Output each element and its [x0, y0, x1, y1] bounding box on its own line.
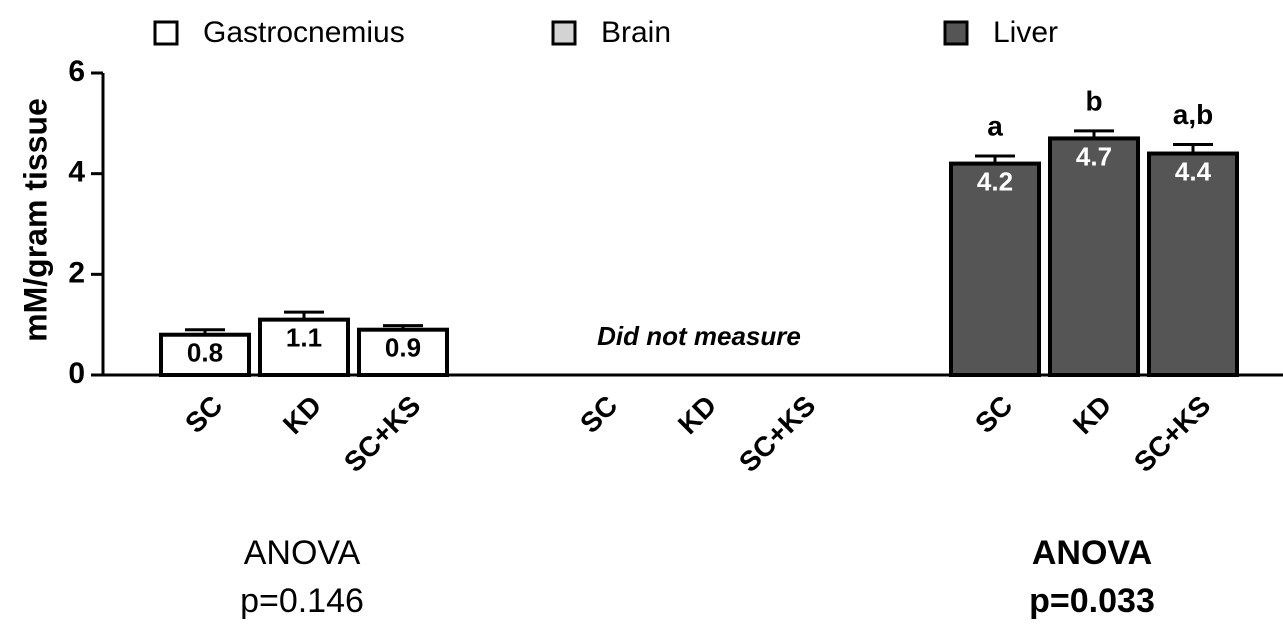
legend-swatch	[943, 20, 969, 46]
bar	[258, 317, 350, 377]
bar	[1048, 136, 1140, 377]
x-tick-label: KD	[1067, 390, 1118, 441]
anova-p: p=0.033	[1029, 582, 1155, 620]
bar	[357, 327, 449, 378]
legend-label: Gastrocnemius	[203, 16, 405, 49]
y-tick-label: 0	[68, 357, 85, 390]
x-tick-label: SC	[969, 390, 1018, 439]
y-axis-label: mM/gram tissue	[17, 98, 53, 342]
x-tick-label: SC+KS	[338, 390, 426, 478]
x-tick-label: SC+KS	[1128, 390, 1216, 478]
x-tick-label: SC	[179, 390, 228, 439]
value-label: 0.9	[385, 333, 421, 363]
significance-letter: a	[987, 110, 1003, 141]
legend-label: Liver	[993, 16, 1058, 49]
bar	[1147, 151, 1239, 377]
x-tick-label: SC	[574, 390, 623, 439]
value-label: 0.8	[187, 338, 223, 368]
value-label: 4.7	[1076, 141, 1112, 171]
x-tick-label: KD	[277, 390, 328, 441]
x-tick-label: SC+KS	[733, 390, 821, 478]
y-tick-label: 2	[68, 256, 85, 289]
value-label: 4.4	[1175, 156, 1212, 186]
y-tick-label: 6	[68, 55, 85, 88]
value-label: 4.2	[977, 166, 1013, 196]
significance-letter: a,b	[1173, 99, 1213, 130]
significance-letter: b	[1085, 85, 1102, 116]
value-label: 1.1	[286, 323, 322, 353]
legend-swatch	[153, 20, 179, 46]
legend-label: Brain	[601, 16, 671, 49]
note: Did not measure	[597, 321, 801, 351]
x-tick-label: KD	[672, 390, 723, 441]
anova-label: ANOVA	[1032, 534, 1152, 572]
anova-label: ANOVA	[244, 534, 361, 572]
legend-swatch	[551, 20, 577, 46]
anova-p: p=0.146	[240, 582, 364, 620]
y-tick-label: 4	[68, 156, 85, 189]
